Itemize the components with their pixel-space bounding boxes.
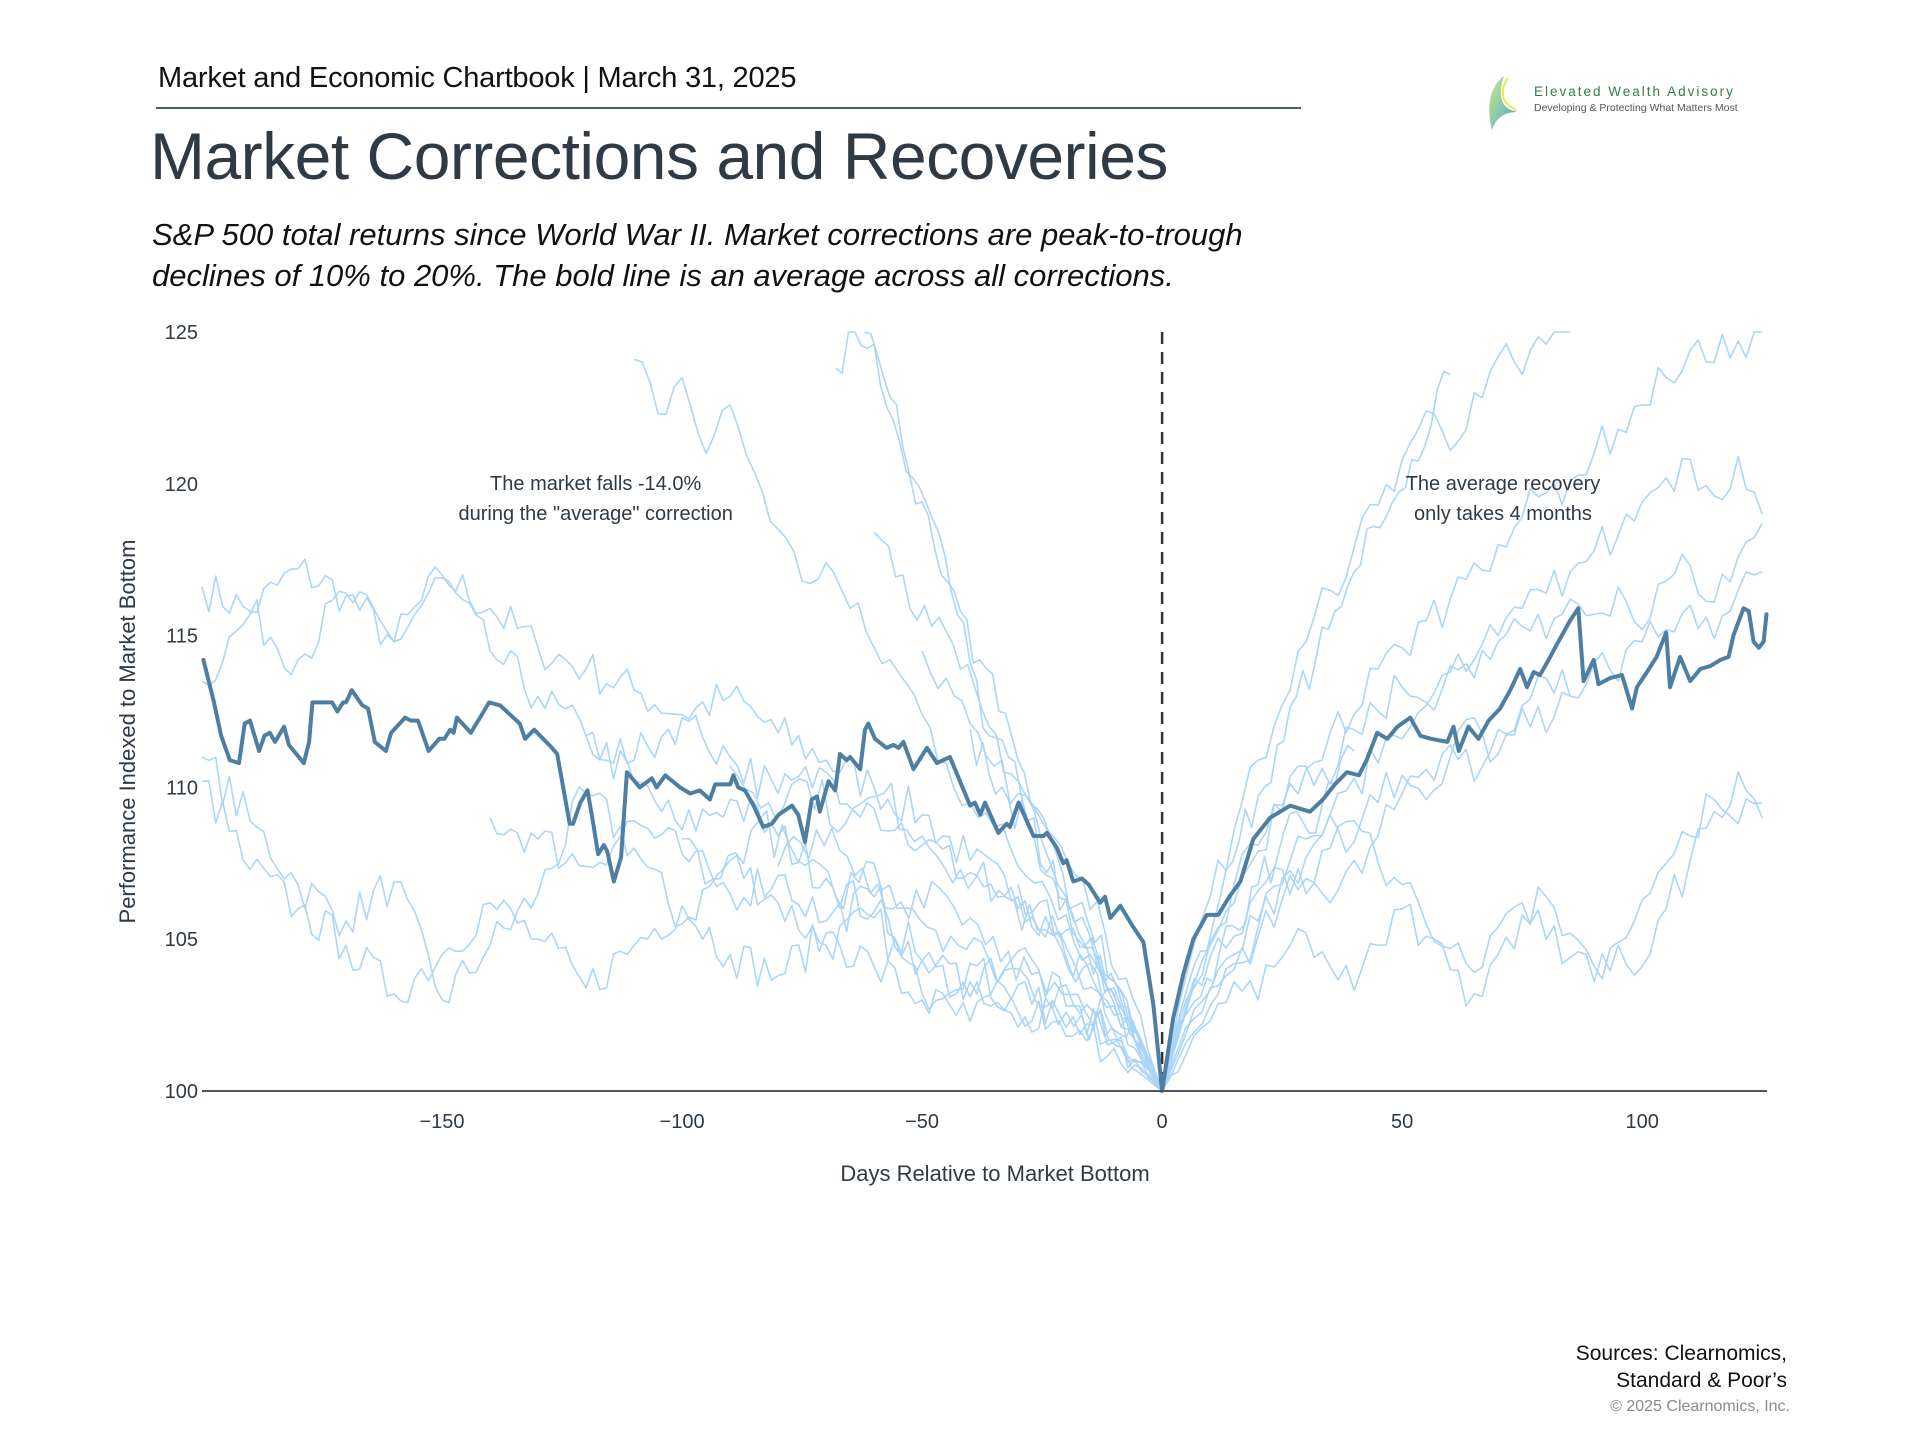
correction-line	[1161, 570, 1763, 1092]
correction-line	[1161, 691, 1571, 1092]
annotation-text: The average recovery	[1406, 473, 1601, 495]
x-axis-ticks: −150 −100 −50 0 50 100	[419, 1111, 1658, 1133]
x-tick-label: −100	[660, 1111, 705, 1133]
correction-line	[1017, 884, 1163, 1092]
sources-note: Sources: Clearnomics, Standard & Poor’s	[1576, 1340, 1787, 1394]
x-tick-label: −150	[419, 1111, 464, 1133]
y-tick-label: 100	[165, 1081, 198, 1103]
correction-line	[1161, 455, 1763, 1092]
y-tick-label: 120	[165, 474, 198, 496]
leaf-swoosh-icon	[1489, 76, 1518, 130]
x-tick-label: 50	[1391, 1111, 1413, 1133]
correction-line	[585, 714, 1163, 1092]
y-tick-label: 115	[166, 626, 198, 648]
annotation-text: only takes 4 months	[1414, 503, 1592, 525]
brand-logo: Elevated Wealth Advisory Developing & Pr…	[1482, 72, 1782, 136]
correction-line	[1161, 522, 1763, 1092]
average-line-group	[201, 606, 1769, 1093]
correction-line	[201, 576, 1163, 1092]
average-line	[201, 606, 1769, 1093]
correction-line	[201, 780, 1163, 1092]
correction-line	[201, 558, 1163, 1092]
annotation-text: The market falls -14.0%	[490, 473, 701, 495]
x-tick-label: −50	[905, 1111, 939, 1133]
annotations: The market falls -14.0% during the "avera…	[458, 473, 1600, 525]
correction-line	[969, 729, 1163, 1092]
logo-name: Elevated Wealth Advisory	[1534, 84, 1735, 99]
y-axis-title: Performance Indexed to Market Bottom	[115, 540, 140, 924]
sources-line: Standard & Poor’s	[1616, 1369, 1787, 1392]
y-axis-ticks: 100 105 110 115 120 125	[165, 322, 198, 1103]
subtitle-line: S&P 500 total returns since World War II…	[152, 217, 1243, 252]
correction-line	[1161, 771, 1763, 1092]
correction-line	[1161, 331, 1571, 1092]
correction-line	[1161, 793, 1763, 1092]
y-tick-label: 110	[166, 777, 198, 799]
x-axis-title: Days Relative to Market Bottom	[840, 1161, 1149, 1186]
chartbook-header: Market and Economic Chartbook | March 31…	[158, 62, 797, 94]
correction-line	[873, 531, 1163, 1092]
y-tick-label: 105	[165, 929, 198, 951]
sources-line: Sources: Clearnomics,	[1575, 1342, 1787, 1365]
logo-tagline: Developing & Protecting What Matters Mos…	[1534, 102, 1738, 114]
correction-line	[835, 331, 1163, 1092]
chart-subtitle: S&P 500 total returns since World War II…	[152, 214, 1452, 296]
correction-lines	[201, 331, 1763, 1092]
x-tick-label: 0	[1157, 1111, 1168, 1133]
correction-line	[1161, 370, 1451, 1092]
subtitle-line: declines of 10% to 20%. The bold line is…	[152, 258, 1174, 293]
header-divider	[156, 107, 1301, 109]
correction-line	[1161, 744, 1355, 1092]
annotation-text: during the "average" correction	[458, 503, 732, 525]
correction-line	[729, 765, 1163, 1092]
correction-line	[777, 827, 1163, 1092]
correction-line	[1161, 331, 1763, 1092]
correction-line	[201, 756, 1163, 1092]
correction-line	[682, 809, 1163, 1092]
correction-line	[633, 358, 1163, 1092]
copyright-note: © 2025 Clearnomics, Inc.	[1610, 1398, 1790, 1415]
correction-line	[489, 817, 1163, 1092]
correction-line	[921, 650, 1163, 1092]
x-tick-label: 100	[1625, 1111, 1658, 1133]
page-title: Market Corrections and Recoveries	[150, 119, 1168, 193]
y-tick-label: 125	[165, 322, 198, 344]
